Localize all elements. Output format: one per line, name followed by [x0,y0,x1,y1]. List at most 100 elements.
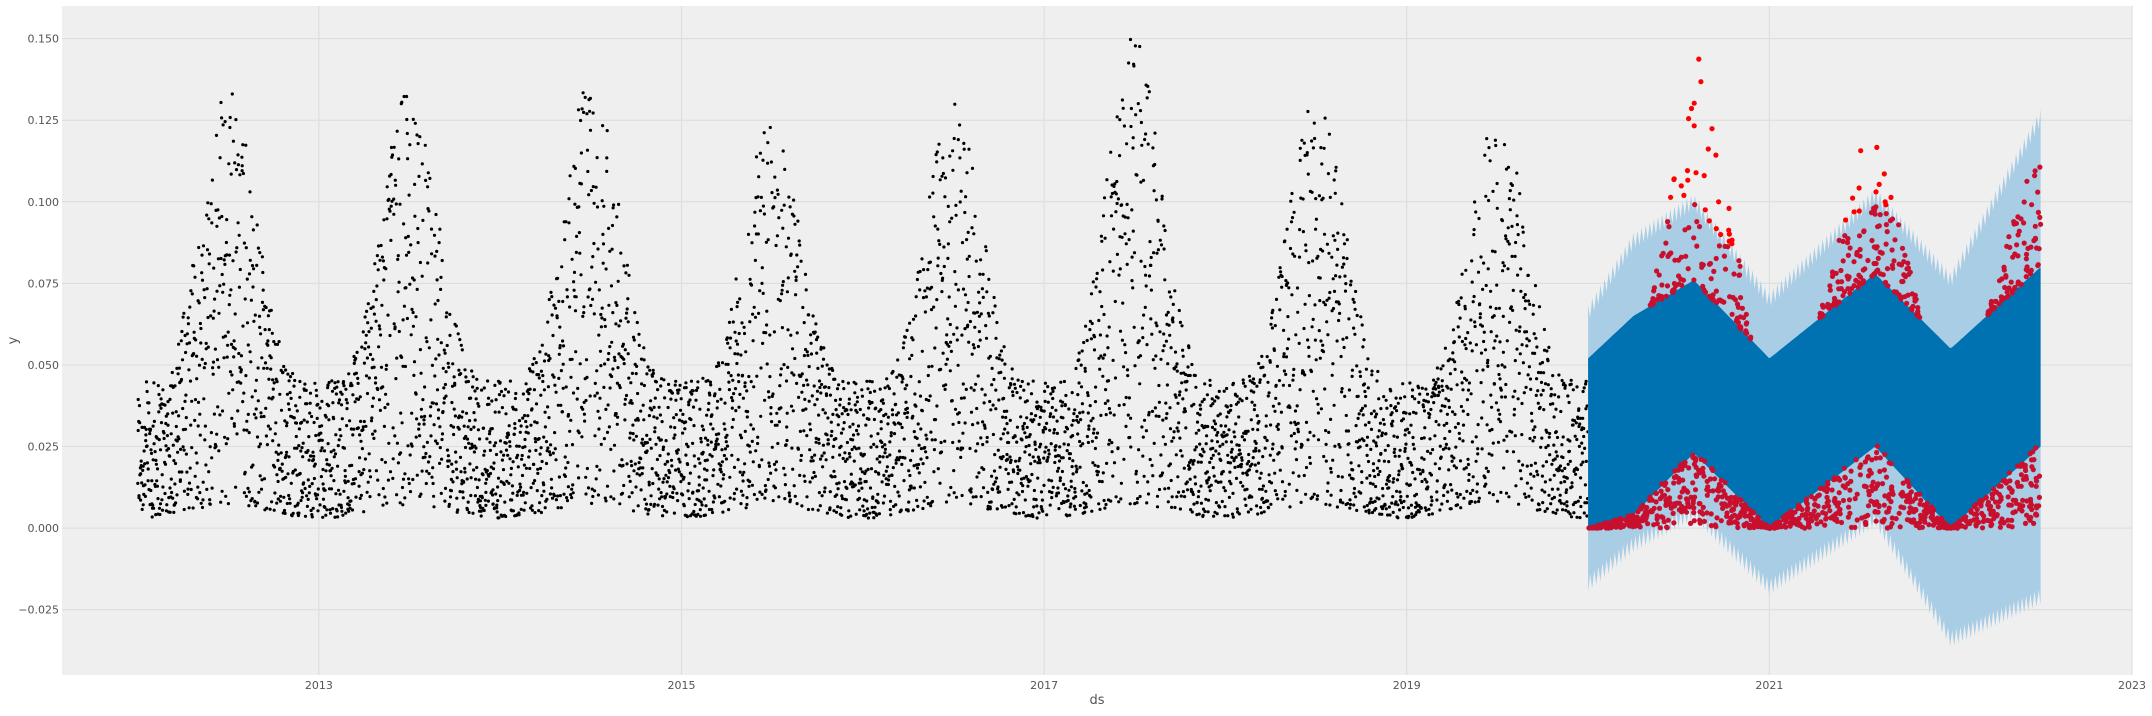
observed-point [1363,505,1366,508]
observed-point [469,428,472,431]
observed-point [780,209,783,212]
observed-point [837,383,840,386]
observed-point [1479,255,1482,258]
observed-point [1379,407,1382,410]
observed-point [210,456,213,459]
observed-point [346,401,349,404]
observed-point [342,380,345,383]
observed-point [1319,146,1322,149]
observed-point [948,220,951,223]
observed-point [285,451,288,454]
observed-point [1281,446,1284,449]
observed-point [761,493,764,496]
observed-point [623,418,626,421]
observed-point [964,421,967,424]
observed-point [1002,455,1005,458]
observed-point [257,491,260,494]
observed-point [725,434,728,437]
observed-point [431,466,434,469]
observed-point [1307,261,1310,264]
observed-point [884,413,887,416]
observed-point [324,469,327,472]
observed-point [638,461,641,464]
observed-point [1086,339,1089,342]
observed-point [1054,449,1057,452]
observed-point [1232,382,1235,385]
observed-point [953,491,956,494]
observed-point [1213,399,1216,402]
observed-point [1084,502,1087,505]
observed-point [688,497,691,500]
observed-point [1067,489,1070,492]
observed-point [1299,159,1302,162]
observed-point [248,272,251,275]
observed-point [564,475,567,478]
observed-point [648,414,651,417]
observed-point [1087,394,1090,397]
observed-point [760,458,763,461]
observed-point [218,413,221,416]
observed-point [646,449,649,452]
observed-point [173,384,176,387]
observed-point [1465,347,1468,350]
observed-point [1066,494,1069,497]
observed-point [1275,384,1278,387]
observed-point [1341,475,1344,478]
observed-point [810,352,813,355]
observed-point [413,215,416,218]
observed-point [1115,192,1118,195]
observed-point [600,443,603,446]
observed-point [1197,461,1200,464]
observed-point [590,266,593,269]
observed-point [260,356,263,359]
observed-point [1147,143,1150,146]
observed-point [1430,473,1433,476]
observed-point [451,480,454,483]
observed-point [754,316,757,319]
observed-point [177,343,180,346]
observed-point [899,423,902,426]
observed-point [1247,460,1250,463]
observed-point [761,266,764,269]
observed-point [959,456,962,459]
observed-point [1023,450,1026,453]
observed-point [1442,494,1445,497]
observed-point [977,471,980,474]
observed-point [651,467,654,470]
observed-point [155,463,158,466]
observed-point [1352,477,1355,480]
observed-point [1080,385,1083,388]
observed-point [1131,256,1134,259]
observed-point [332,417,335,420]
observed-point [913,430,916,433]
observed-point [1521,343,1524,346]
observed-point [1373,410,1376,413]
observed-point [467,501,470,504]
observed-point [1288,406,1291,409]
observed-point [432,495,435,498]
observed-point [520,458,523,461]
observed-point [423,415,426,418]
observed-point [1281,498,1284,501]
observed-point [688,398,691,401]
observed-point [865,513,868,516]
observed-point [221,291,224,294]
observed-point [1203,382,1206,385]
observed-point [1225,387,1228,390]
observed-point [536,421,539,424]
observed-point [383,425,386,428]
observed-point [1086,435,1089,438]
observed-point [1140,260,1143,263]
observed-point [890,431,893,434]
observed-point [175,425,178,428]
observed-point [846,441,849,444]
observed-point [901,377,904,380]
observed-point [554,447,557,450]
observed-point [1008,455,1011,458]
observed-point [616,416,619,419]
observed-point [1399,449,1402,452]
observed-point [831,413,834,416]
observed-point [994,407,997,410]
observed-point [1468,473,1471,476]
observed-point [1521,463,1524,466]
